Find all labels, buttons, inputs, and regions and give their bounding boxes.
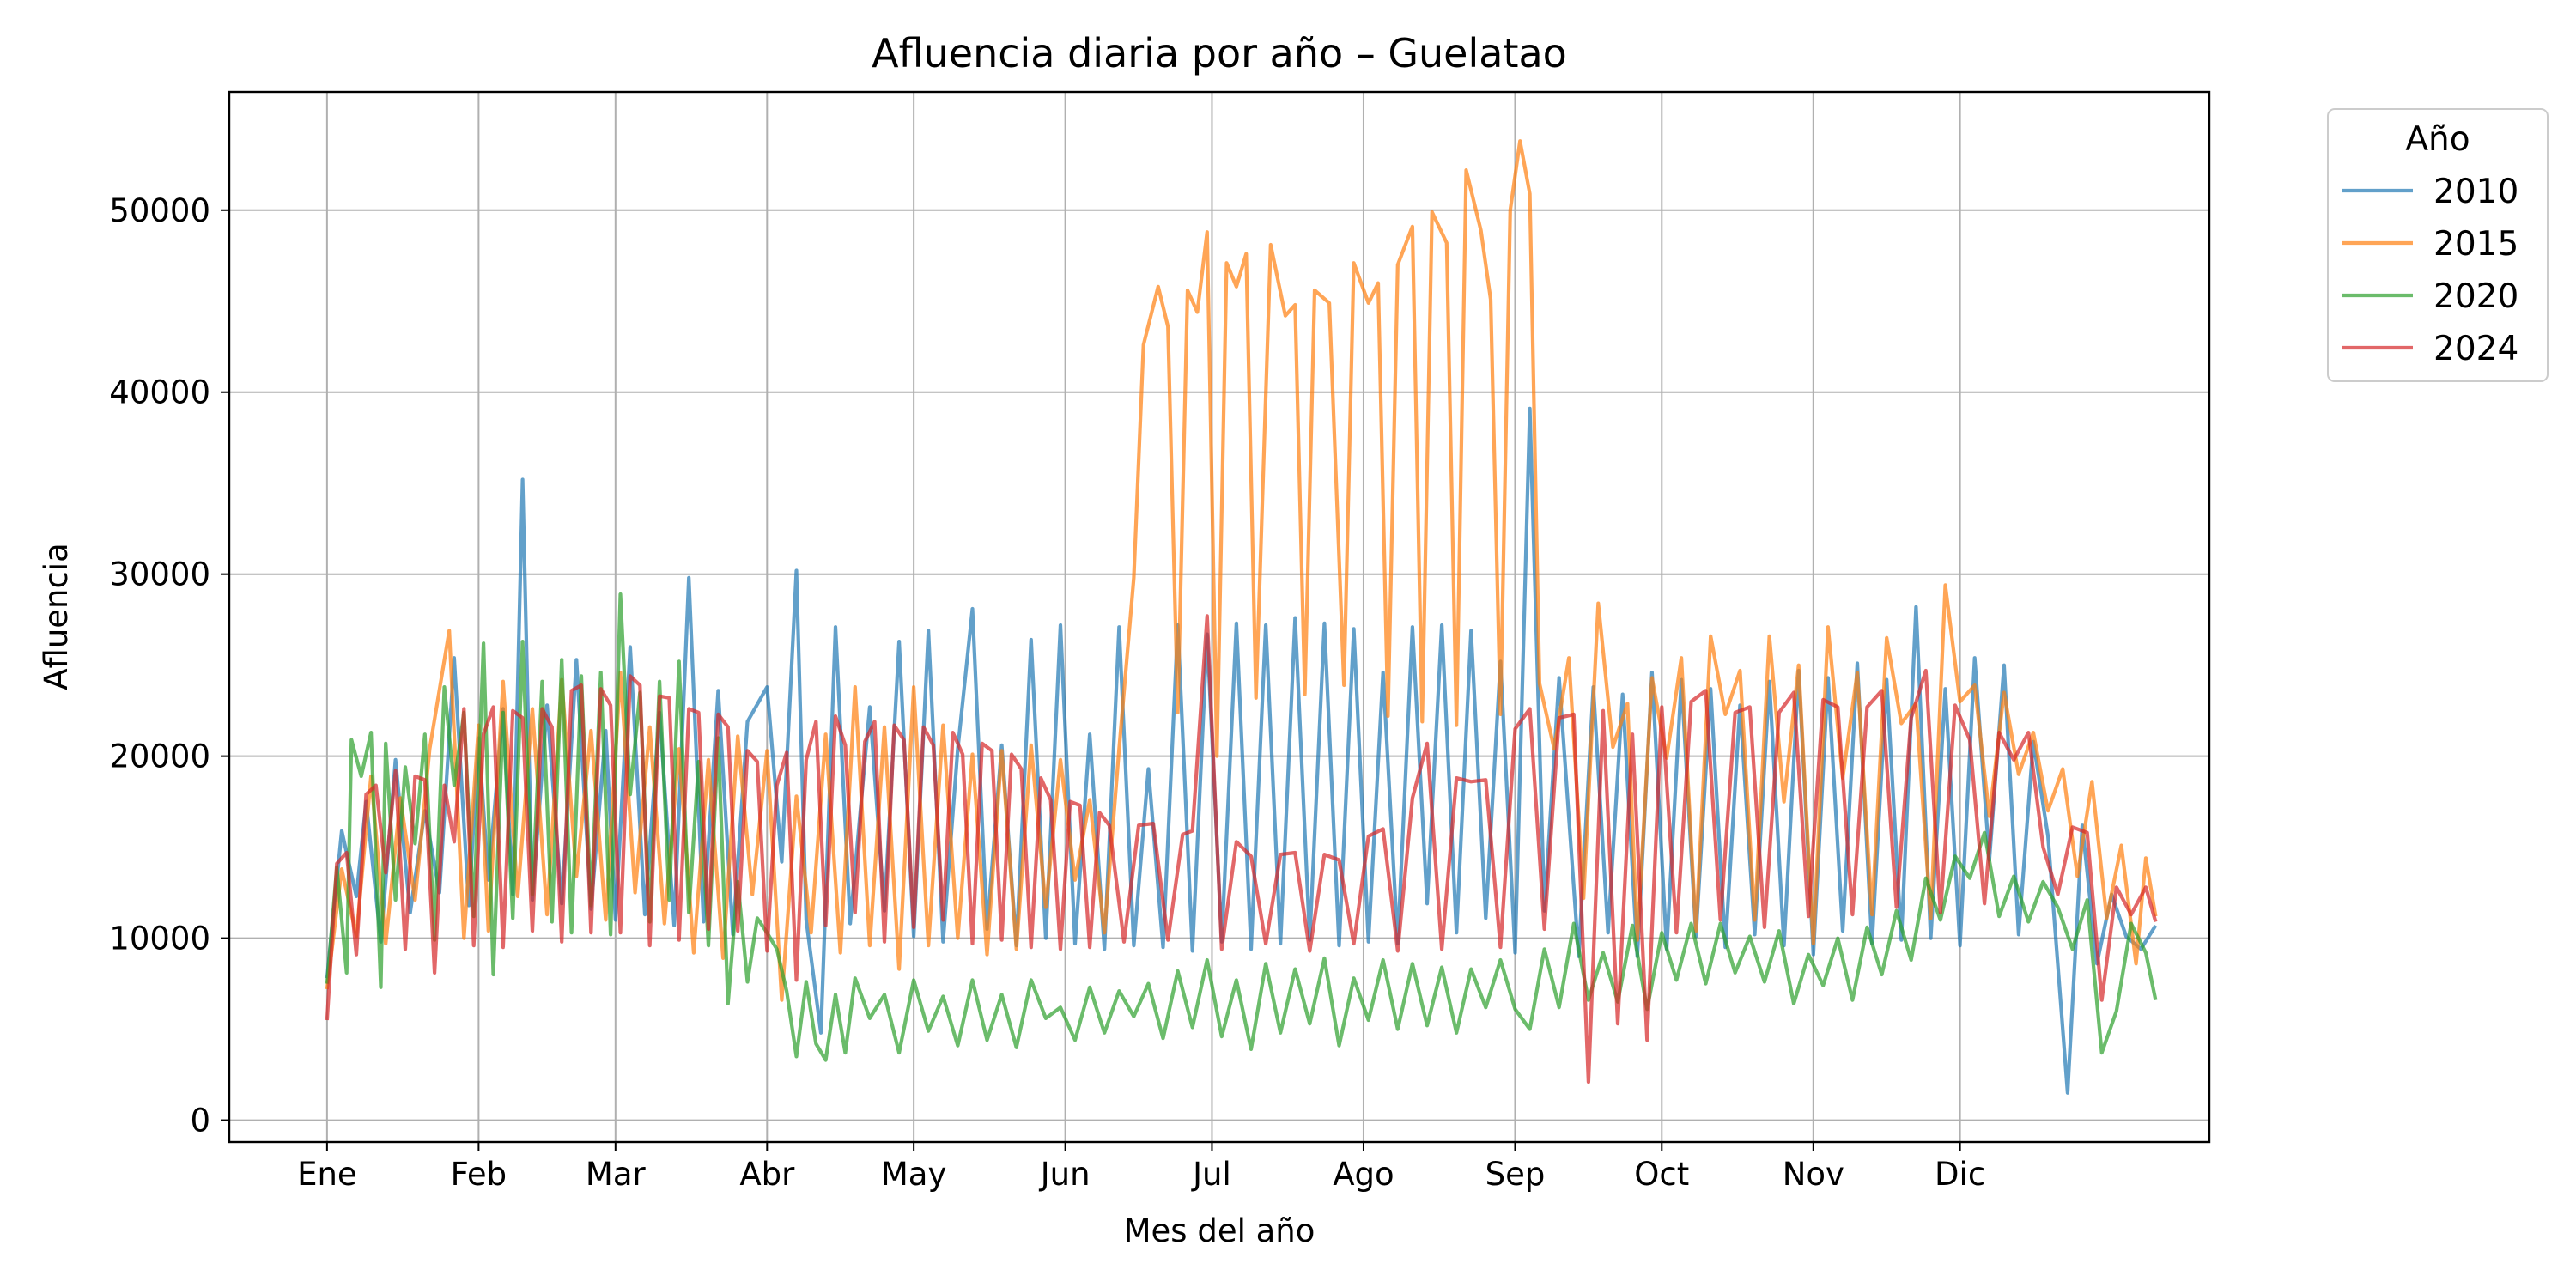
legend-label-2024: 2024 [2433,330,2518,368]
x-tick-label-jun: Jun [1039,1156,1091,1193]
y-tick-label-0: 0 [190,1103,210,1139]
x-tick-label-ene: Ene [297,1156,357,1193]
x-tick-label-dic: Dic [1935,1156,1985,1193]
x-axis-label: Mes del año [1124,1212,1315,1249]
y-axis-ticks: 0 10000 20000 30000 40000 50000 [109,192,229,1139]
grid-lines [229,92,2209,1142]
legend-items: 2010 2015 2020 2024 [2342,173,2518,368]
legend: Año 2010 2015 2020 2024 [2327,108,2549,382]
x-tick-label-feb: Feb [451,1156,507,1193]
x-axis-ticks: Ene Feb Mar Abr May Jun Jul Ago Sep Oct Nov Dic [297,1142,1985,1193]
legend-label-2020: 2020 [2433,277,2518,316]
plot-frame [228,90,2211,1144]
legend-box [2327,108,2549,382]
legend-title: Año [2405,120,2470,159]
y-tick-label-50000: 50000 [109,192,210,229]
series-line-2024 [325,614,2158,1084]
y-axis-label: Afluencia [38,543,75,690]
x-tick-label-ago: Ago [1333,1156,1394,1193]
chart-title: Afluencia diaria por año – Guelatao [872,30,1567,76]
x-tick-label-may: May [881,1156,947,1193]
series-lines [325,139,2158,1095]
series-line-2020 [325,592,2158,1062]
y-tick-label-30000: 30000 [109,556,210,593]
x-tick-label-sep: Sep [1485,1156,1546,1193]
y-tick-label-40000: 40000 [109,374,210,411]
x-tick-label-nov: Nov [1783,1156,1844,1193]
x-tick-label-oct: Oct [1634,1156,1689,1193]
x-tick-label-jul: Jul [1191,1156,1231,1193]
y-tick-label-10000: 10000 [109,920,210,957]
series-line-2015 [325,139,2158,1002]
x-tick-label-abr: Abr [739,1156,795,1193]
y-tick-label-20000: 20000 [109,738,210,775]
x-tick-label-mar: Mar [586,1156,647,1193]
legend-label-2015: 2015 [2433,225,2518,264]
legend-label-2010: 2010 [2433,173,2518,211]
